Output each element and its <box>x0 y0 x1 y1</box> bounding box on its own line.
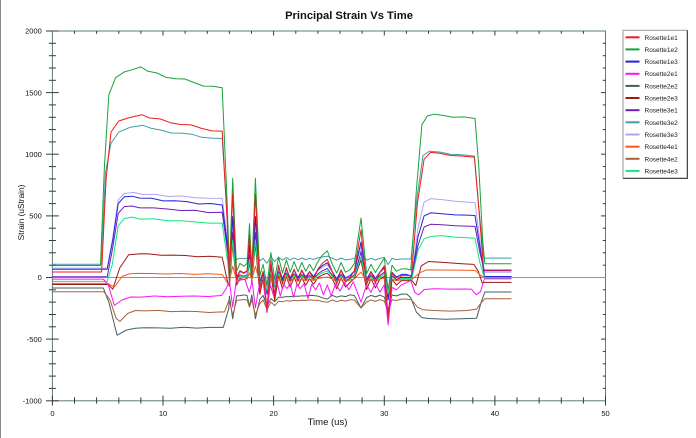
svg-text:Rosette1e1: Rosette1e1 <box>645 35 679 42</box>
svg-text:Principal Strain Vs Time: Principal Strain Vs Time <box>285 10 413 22</box>
svg-text:50: 50 <box>601 409 609 418</box>
svg-text:1000: 1000 <box>25 150 42 159</box>
svg-text:Rosette2e1: Rosette2e1 <box>645 71 679 78</box>
svg-text:500: 500 <box>29 212 42 221</box>
svg-text:30: 30 <box>380 409 388 418</box>
svg-text:Rosette2e2: Rosette2e2 <box>645 83 679 90</box>
svg-text:2000: 2000 <box>25 27 42 36</box>
svg-text:Rosette1e3: Rosette1e3 <box>645 59 679 66</box>
svg-text:-1000: -1000 <box>23 396 42 405</box>
svg-text:Rosette4e3: Rosette4e3 <box>645 168 679 175</box>
svg-text:0: 0 <box>50 409 54 418</box>
svg-text:Rosette3e3: Rosette3e3 <box>645 132 679 139</box>
svg-text:Rosette3e1: Rosette3e1 <box>645 108 679 115</box>
svg-text:-500: -500 <box>27 335 42 344</box>
svg-text:10: 10 <box>159 409 167 418</box>
svg-text:Time (us): Time (us) <box>308 417 348 428</box>
svg-text:1500: 1500 <box>25 88 42 97</box>
svg-text:Rosette4e2: Rosette4e2 <box>645 156 679 163</box>
svg-text:40: 40 <box>491 409 499 418</box>
svg-text:20: 20 <box>269 409 277 418</box>
svg-text:Rosette3e2: Rosette3e2 <box>645 120 679 127</box>
svg-text:Strain (uStrain): Strain (uStrain) <box>16 184 26 240</box>
svg-text:0: 0 <box>38 273 42 282</box>
svg-text:Rosette2e3: Rosette2e3 <box>645 96 679 103</box>
svg-text:Rosette4e1: Rosette4e1 <box>645 144 679 151</box>
svg-text:Rosette1e2: Rosette1e2 <box>645 47 679 54</box>
